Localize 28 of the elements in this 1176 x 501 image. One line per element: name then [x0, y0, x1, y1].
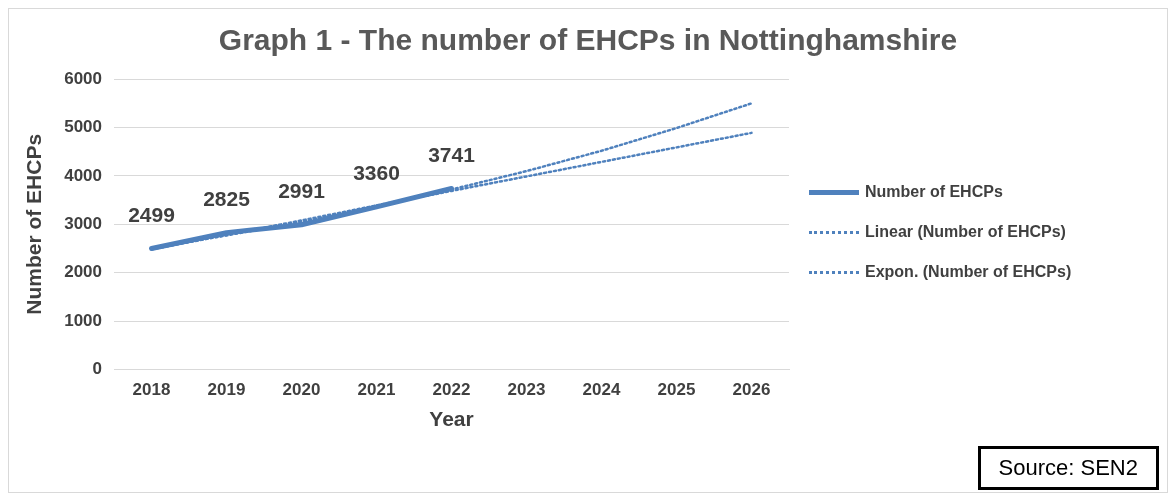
y-tick-label: 0 [92, 359, 103, 379]
x-axis-title: Year [429, 407, 474, 431]
x-tick-label: 2019 [207, 380, 246, 400]
y-axis-title: Number of EHCPs [22, 133, 46, 315]
x-tick-label: 2023 [507, 380, 546, 400]
x-tick-label: 2020 [282, 380, 321, 400]
data-label: 2499 [128, 202, 175, 226]
data-label: 3741 [428, 142, 476, 166]
chart-title: Graph 1 - The number of EHCPs in Nottinghamshire [217, 22, 959, 57]
y-tick-label: 4000 [64, 165, 103, 185]
data-label: 2825 [203, 187, 251, 211]
x-tick-label: 2022 [432, 380, 471, 400]
y-tick-label: 1000 [64, 310, 103, 330]
x-tick-label: 2025 [657, 380, 696, 400]
source-note: Source: SEN2 [977, 446, 1159, 490]
y-tick-label: 3000 [64, 213, 103, 233]
x-tick-label: 2021 [357, 380, 396, 400]
data-label: 3360 [353, 161, 400, 185]
data-label: 2991 [278, 179, 326, 203]
legend-label: Expon. (Number of EHCPs) [865, 263, 1072, 281]
y-tick-label: 5000 [64, 117, 103, 137]
y-tick-label: 2000 [64, 262, 103, 282]
legend-label: Linear (Number of EHCPs) [865, 223, 1066, 241]
x-tick-label: 2026 [732, 380, 771, 400]
y-tick-label: 6000 [64, 68, 103, 88]
legend-label: Number of EHCPs [865, 183, 1003, 201]
x-tick-label: 2024 [582, 380, 621, 400]
x-tick-label: 2018 [132, 380, 171, 400]
